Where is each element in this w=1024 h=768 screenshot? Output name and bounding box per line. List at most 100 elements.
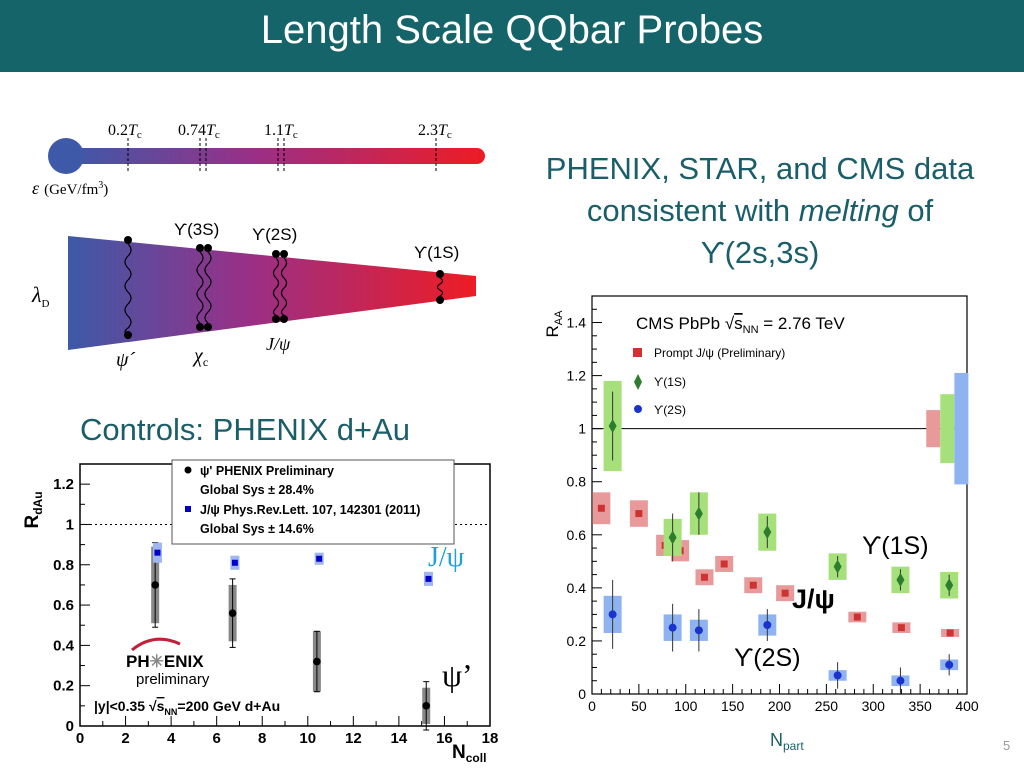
x-tick-label: 16 bbox=[436, 730, 453, 747]
legend-entry-ups2s: ϒ(2S) bbox=[654, 403, 686, 417]
chi-c-spring bbox=[196, 244, 212, 331]
rdau-chart: RdAu Ncoll 0 2 4 6 8 10 12 14 16 18 0 0.2 0.4 0.6 0.8 1… bbox=[22, 459, 499, 765]
x-tick-label: 0 bbox=[588, 698, 596, 714]
y-tick-label: 0.8 bbox=[53, 557, 74, 574]
legend-sys-jpsi: Global Sys ± 14.6% bbox=[200, 522, 314, 536]
jpsi-point bbox=[749, 581, 757, 589]
page-number: 5 bbox=[1003, 738, 1011, 753]
upsilon-2s-label: ϒ(2S) bbox=[252, 225, 297, 244]
ups2s-point bbox=[694, 626, 703, 635]
x-tick-label: 18 bbox=[482, 730, 499, 747]
legend-box bbox=[171, 459, 455, 545]
x-tick-label: 10 bbox=[299, 730, 316, 747]
y-axis-label: RdAu bbox=[22, 491, 45, 528]
jpsi-annotation: J/ψ bbox=[428, 542, 465, 573]
y-tick-label: 0 bbox=[578, 686, 586, 702]
ups2s-point bbox=[896, 676, 905, 685]
upsilon-1s-spring bbox=[436, 270, 444, 304]
jpsi-point bbox=[946, 629, 954, 637]
ups1s-point bbox=[608, 419, 617, 434]
ups1s-point bbox=[694, 506, 703, 521]
jpsi-annotation: J/ψ bbox=[792, 584, 835, 614]
y-tick-label: 1.2 bbox=[53, 476, 74, 493]
psi-prime-point bbox=[151, 581, 159, 589]
y-tick-label: 1.4 bbox=[567, 315, 587, 331]
thermometer-bulb bbox=[48, 138, 84, 174]
jpsi-point bbox=[897, 624, 905, 632]
y-tick-label: 0.4 bbox=[567, 580, 587, 596]
ups1s-point bbox=[833, 559, 842, 574]
y-tick-label: 0.6 bbox=[53, 597, 74, 614]
ups2s-point bbox=[945, 660, 954, 669]
jpsi-point bbox=[720, 560, 728, 568]
melting-diagram: 0.2Tc 0.74Tc 1.1Tc 2.3Tc ε (GeV/fm3) λD bbox=[31, 122, 485, 371]
x-tick-label: 12 bbox=[345, 730, 362, 747]
legend-marker-jpsi bbox=[185, 506, 191, 512]
slide-title: Length Scale QQbar Probes bbox=[260, 8, 764, 52]
legend-entry-jpsi: Prompt J/ψ (Preliminary) bbox=[654, 346, 785, 360]
logo-swoosh bbox=[131, 637, 181, 652]
jpsi-point bbox=[231, 559, 238, 566]
psi-prime-point bbox=[228, 609, 237, 617]
phenix-logo: PH✳ENIX preliminary bbox=[126, 637, 210, 688]
jpsi-point bbox=[597, 504, 605, 512]
global-sys-box bbox=[940, 394, 955, 464]
ups1s-annotation: ϒ(1S) bbox=[862, 532, 929, 560]
conclusion-line-3: ϒ(2s,3s) bbox=[700, 235, 820, 270]
legend-entry-psi-prime: ψ' PHENIX Preliminary bbox=[200, 464, 334, 478]
psi-prime-point bbox=[313, 657, 321, 666]
y-tick-label: 1 bbox=[66, 516, 74, 533]
jpsi-point bbox=[425, 575, 432, 582]
debye-length-label: λD bbox=[31, 282, 50, 310]
x-tick-label: 400 bbox=[955, 698, 979, 714]
tick-label-2.3Tc: 2.3Tc bbox=[418, 122, 452, 141]
x-tick-label: 0 bbox=[76, 730, 84, 747]
upsilon-1s-label: ϒ(1S) bbox=[414, 243, 459, 262]
x-axis-label: Ncoll bbox=[452, 742, 486, 765]
legend-marker-jpsi bbox=[633, 348, 642, 357]
chart-header: CMS PbPb √sNN = 2.76 TeV bbox=[636, 314, 845, 336]
upsilon-3s-label: ϒ(3S) bbox=[174, 220, 219, 239]
y-tick-label: 1 bbox=[578, 421, 586, 437]
ups1s-point bbox=[668, 530, 677, 545]
kinematic-cut-label: |y|<0.35 √sNN=200 GeV d+Au bbox=[94, 698, 280, 717]
legend-marker-psi-prime bbox=[184, 466, 192, 474]
ups2s-annotation: ϒ(2S) bbox=[734, 644, 801, 672]
global-sys-box bbox=[954, 372, 969, 485]
y-tick-label: 0.2 bbox=[53, 678, 74, 695]
chi-c-label: χc bbox=[192, 345, 208, 369]
y-tick-label: 0.4 bbox=[53, 637, 75, 654]
jpsi-spring bbox=[272, 250, 288, 323]
tick-label-0.2Tc: 0.2Tc bbox=[108, 122, 142, 141]
legend: Prompt J/ψ (Preliminary) ϒ(1S) ϒ(2S) bbox=[633, 346, 785, 417]
jpsi-label: J/ψ bbox=[266, 334, 291, 354]
legend-marker-ups2s bbox=[634, 405, 642, 413]
title-bar: Length Scale QQbar Probes bbox=[0, 0, 1024, 72]
x-tick-label: 2 bbox=[121, 730, 129, 747]
psi-prime-annotation: ψ’ bbox=[442, 657, 473, 693]
axis-ticks: 0 50 100 150 200 250 300 350 400 0 0.2 0.4 0.6 0.8 1 1.… bbox=[567, 308, 979, 714]
ups1s-point bbox=[896, 572, 905, 587]
ups2s-point bbox=[833, 671, 842, 680]
ups1s-point bbox=[763, 525, 772, 540]
y-tick-label: 1.2 bbox=[567, 368, 587, 384]
y-tick-label: 0.8 bbox=[567, 474, 587, 490]
logo-preliminary: preliminary bbox=[136, 671, 210, 688]
ups2s-point bbox=[608, 610, 617, 619]
jpsi-point bbox=[635, 510, 643, 518]
legend-marker-ups1s bbox=[634, 374, 642, 390]
psi-prime-point bbox=[422, 702, 431, 710]
ups1s-point bbox=[945, 578, 954, 593]
x-tick-label: 50 bbox=[631, 698, 647, 714]
psi-prime-spring bbox=[124, 236, 132, 339]
jpsi-point bbox=[853, 613, 861, 621]
raa-chart: RAA Npart 0 50 100 150 200 250 300 350 400 0 0.2 0.… bbox=[543, 295, 979, 753]
tick-label-0.74Tc: 0.74Tc bbox=[178, 122, 220, 141]
axis-ticks: 0 2 4 6 8 10 12 14 16 18 0 0.2 0.4 0.6 0.8 1 1.2 bbox=[53, 463, 499, 747]
x-tick-label: 14 bbox=[391, 730, 408, 747]
legend-entry-ups1s: ϒ(1S) bbox=[654, 375, 686, 389]
y-tick-label: 0 bbox=[66, 718, 74, 735]
x-tick-label: 150 bbox=[721, 698, 745, 714]
x-tick-label: 6 bbox=[212, 730, 220, 747]
global-sys-box bbox=[926, 410, 941, 448]
